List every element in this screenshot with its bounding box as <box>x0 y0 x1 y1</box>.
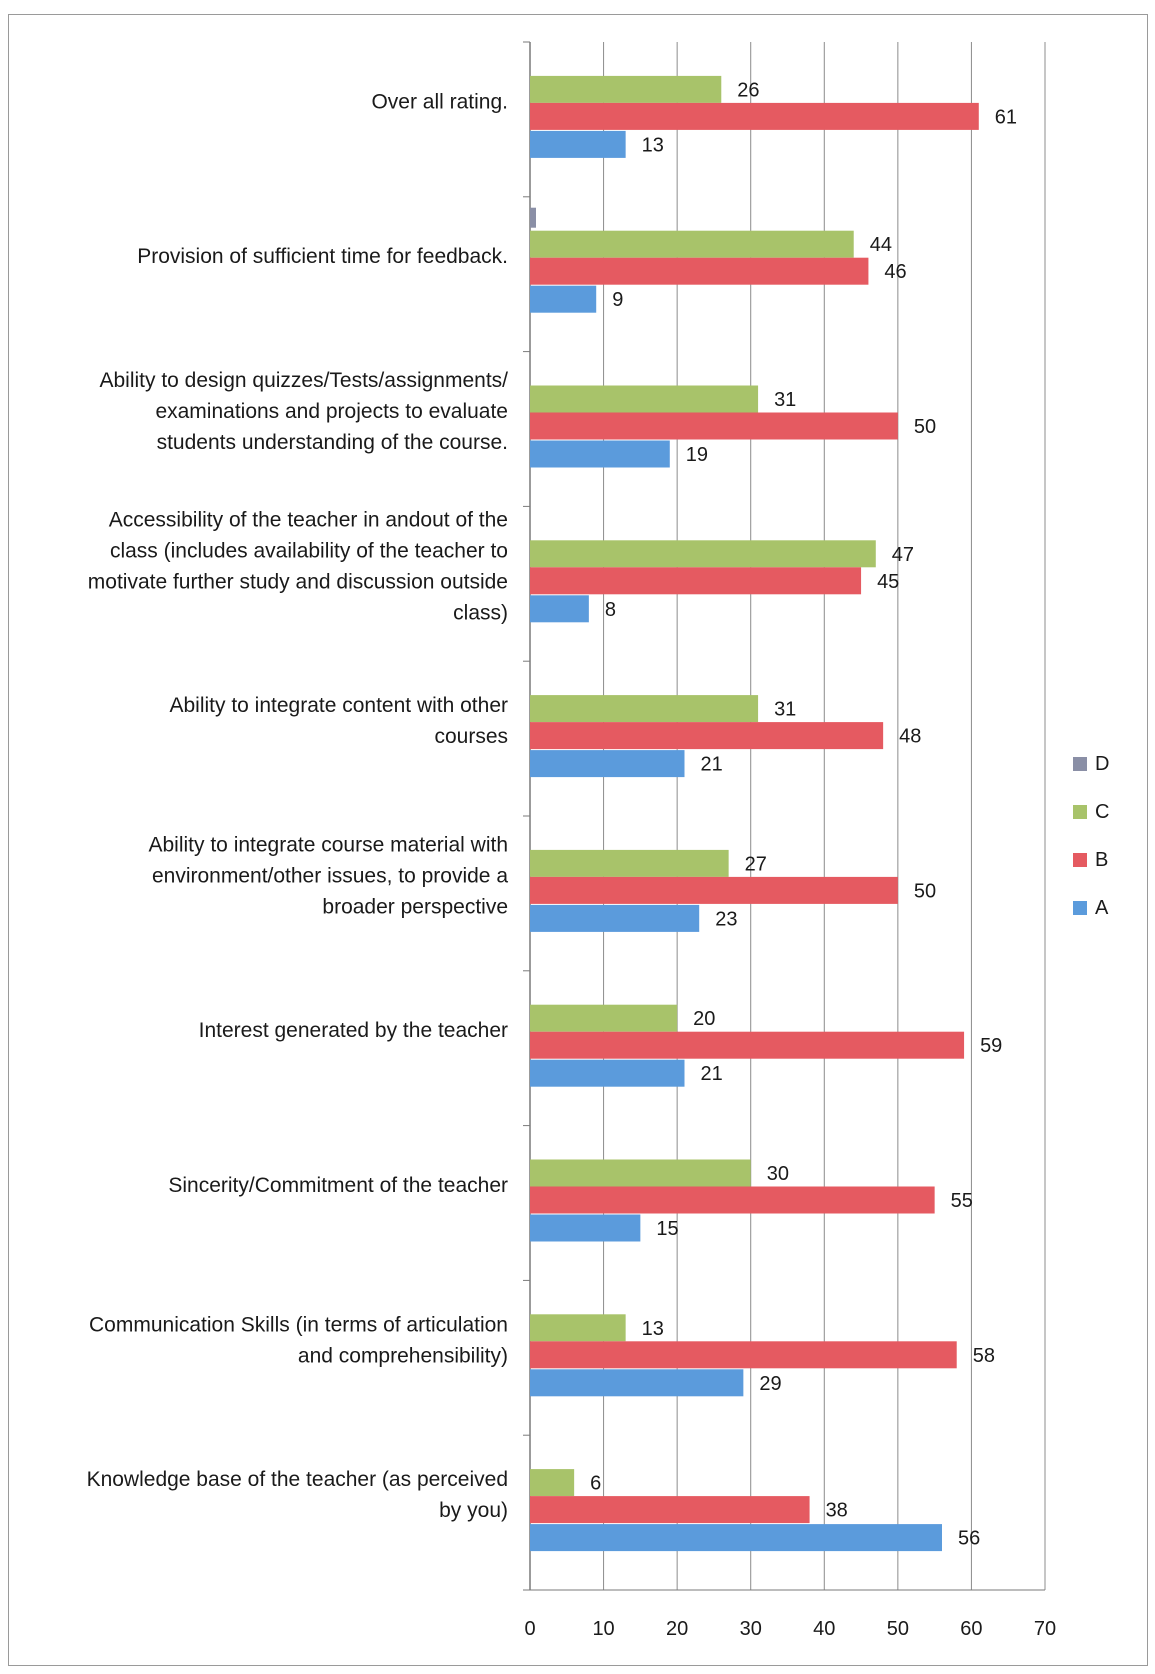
category-label: Provision of sufficient time for feedbac… <box>137 245 508 268</box>
x-tick-label: 70 <box>1034 1618 1056 1640</box>
x-tick-label: 60 <box>960 1618 982 1640</box>
bar-value-label: 13 <box>642 134 664 156</box>
legend-swatch-b <box>1073 853 1087 867</box>
bar-value-label: 9 <box>612 289 623 311</box>
bar-value-label: 61 <box>995 106 1017 128</box>
category-label: and comprehensibility) <box>298 1344 508 1367</box>
bar-a <box>530 750 685 778</box>
bar-value-label: 31 <box>774 389 796 411</box>
bar-b <box>530 722 884 750</box>
bar-value-label: 55 <box>951 1190 973 1212</box>
category-label: Communication Skills (in terms of articu… <box>89 1313 508 1336</box>
bar-value-label: 48 <box>899 726 921 748</box>
category-label: examinations and projects to evaluate <box>155 400 508 423</box>
category-label: motivate further study and discussion ou… <box>88 570 508 593</box>
x-tick-label: 50 <box>887 1618 909 1640</box>
bar-value-label: 26 <box>737 79 759 101</box>
bar-a <box>530 440 670 468</box>
category-label: Sincerity/Commitment of the teacher <box>168 1174 508 1197</box>
x-tick-label: 10 <box>592 1618 614 1640</box>
bar-value-label: 8 <box>605 599 616 621</box>
bar-b <box>530 1341 957 1369</box>
bar-c <box>530 849 729 877</box>
bar-c <box>530 1469 575 1497</box>
bar-c <box>530 1159 751 1187</box>
category-label: courses <box>434 725 508 748</box>
bar-value-label: 20 <box>693 1008 715 1030</box>
legend-swatch-a <box>1073 901 1087 915</box>
bar-value-label: 58 <box>973 1345 995 1367</box>
bar-c <box>530 230 854 258</box>
bar-c <box>530 695 759 723</box>
category-label: Ability to design quizzes/Tests/assignme… <box>99 369 508 392</box>
bar-value-label: 46 <box>884 261 906 283</box>
category-label: Ability to integrate content with other <box>169 694 508 717</box>
category-label: Ability to integrate course material wit… <box>149 833 509 856</box>
bar-value-label: 44 <box>870 234 892 256</box>
bar-b <box>530 257 869 285</box>
category-label: students understanding of the course. <box>157 431 508 454</box>
bar-value-label: 13 <box>642 1318 664 1340</box>
bar-c <box>530 75 722 103</box>
bar-value-label: 29 <box>759 1373 781 1395</box>
bar-value-label: 27 <box>745 853 767 875</box>
category-label: environment/other issues, to provide a <box>152 864 508 887</box>
bar-a <box>530 1214 641 1242</box>
category-label: class (includes availability of the teac… <box>110 539 508 562</box>
x-tick-label: 30 <box>740 1618 762 1640</box>
bar-b <box>530 412 898 440</box>
category-label: Knowledge base of the teacher (as percei… <box>87 1468 508 1491</box>
bar-a <box>530 130 626 158</box>
x-tick-label: 20 <box>666 1618 688 1640</box>
legend-swatch-c <box>1073 805 1087 819</box>
legend-label-c: C <box>1095 801 1109 823</box>
bar-a <box>530 595 589 623</box>
bar-a <box>530 1059 685 1087</box>
category-label: Over all rating. <box>371 90 508 113</box>
category-label: class) <box>453 601 508 624</box>
legend-label-a: A <box>1095 897 1109 919</box>
bar-b <box>530 567 862 595</box>
legend-swatch-d <box>1073 757 1087 771</box>
category-label: broader perspective <box>322 895 508 918</box>
bar-a <box>530 285 597 313</box>
bar-b <box>530 1031 965 1059</box>
category-label: Accessibility of the teacher in andout o… <box>109 508 508 531</box>
bar-value-label: 15 <box>656 1218 678 1240</box>
bar-value-label: 23 <box>715 908 737 930</box>
bar-value-label: 59 <box>980 1035 1002 1057</box>
bar-b <box>530 1186 935 1214</box>
bar-value-label: 30 <box>767 1163 789 1185</box>
category-label: by you) <box>439 1499 508 1522</box>
bar-a <box>530 1524 942 1552</box>
bar-value-label: 50 <box>914 416 936 438</box>
bar-d <box>530 207 536 228</box>
bar-b <box>530 876 898 904</box>
bar-value-label: 56 <box>958 1528 980 1550</box>
legend-label-d: D <box>1095 753 1109 775</box>
bar-value-label: 21 <box>701 1063 723 1085</box>
bar-b <box>530 1496 810 1524</box>
bar-value-label: 6 <box>590 1473 601 1495</box>
x-tick-label: 40 <box>813 1618 835 1640</box>
x-tick-label: 0 <box>524 1618 535 1640</box>
bar-value-label: 19 <box>686 444 708 466</box>
bar-b <box>530 102 979 130</box>
bar-c <box>530 540 876 568</box>
bar-a <box>530 904 700 932</box>
bar-value-label: 47 <box>892 544 914 566</box>
bar-c <box>530 1004 678 1032</box>
bar-c <box>530 1314 626 1342</box>
bar-value-label: 50 <box>914 880 936 902</box>
legend-label-b: B <box>1095 849 1108 871</box>
bar-c <box>530 385 759 413</box>
bar-value-label: 21 <box>701 754 723 776</box>
category-label: Interest generated by the teacher <box>199 1019 508 1042</box>
bar-a <box>530 1369 744 1397</box>
bar-value-label: 45 <box>877 571 899 593</box>
bar-value-label: 38 <box>826 1500 848 1522</box>
bar-value-label: 31 <box>774 699 796 721</box>
